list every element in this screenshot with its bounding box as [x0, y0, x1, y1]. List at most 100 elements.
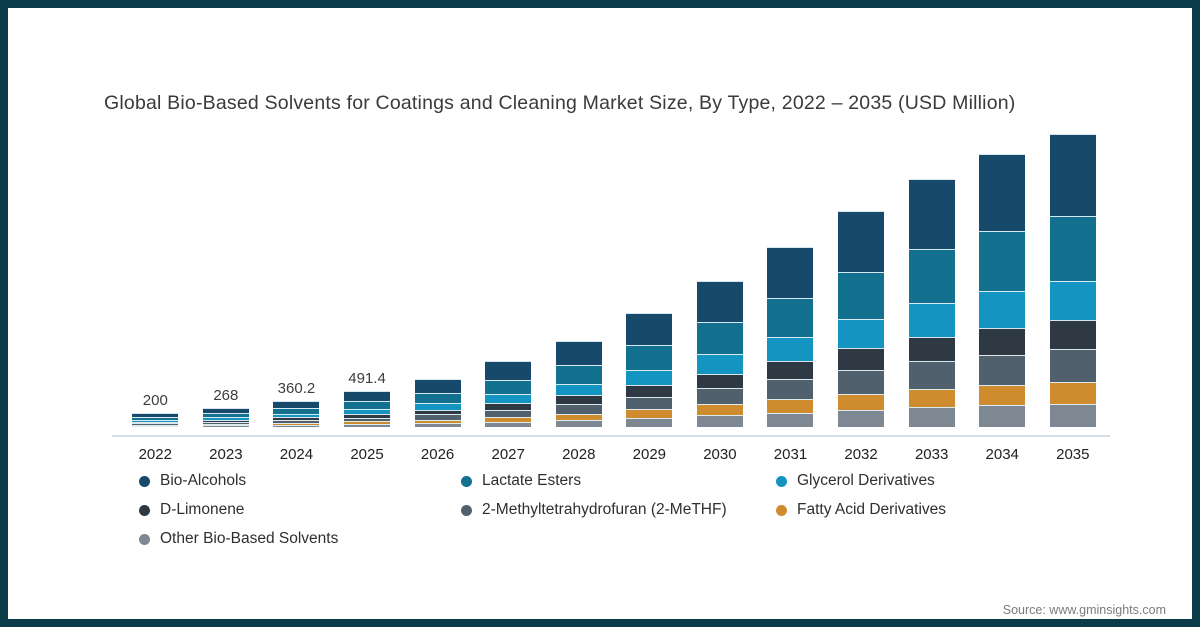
bar-column-2025: 491.4 [332, 126, 403, 427]
bar-column-2028 [543, 126, 614, 427]
x-axis-label: 2029 [632, 446, 667, 463]
bar-segment [626, 417, 673, 427]
bar-column-2035 [1038, 126, 1109, 427]
legend-item-label: Lactate Esters [482, 472, 582, 489]
chart-title: Global Bio-Based Solvents for Coatings a… [104, 92, 1016, 114]
stacked-bar [344, 391, 391, 427]
bar-segment [414, 423, 461, 427]
bar-segment [767, 247, 814, 298]
bar-segment [344, 421, 391, 425]
legend-item: Fatty Acid Derivatives [776, 501, 946, 519]
stacked-bar [626, 312, 673, 427]
x-axis-label: 2022 [138, 446, 172, 463]
bar-segment [838, 348, 885, 370]
bar-column-2031 [755, 126, 826, 427]
legend-marker-icon [776, 475, 787, 487]
bar-segment [344, 417, 391, 422]
stacked-bar [696, 280, 743, 427]
bar-segment [485, 421, 532, 427]
bar-value-label: 360.2 [277, 379, 316, 397]
bar-segment [979, 154, 1026, 231]
bar-segment [485, 409, 532, 417]
bar-segment [838, 393, 885, 410]
bar-segment [555, 340, 602, 365]
bar-segment [132, 423, 179, 425]
bar-segment [414, 414, 461, 420]
bar-segment [202, 417, 249, 420]
stacked-bar [979, 154, 1026, 427]
legend-item: Glycerol Derivatives [776, 472, 946, 490]
stacked-bar [555, 340, 602, 427]
bar-segment [626, 409, 673, 418]
bar-segment [414, 379, 461, 393]
legend-item: Bio-Alcohols [139, 472, 461, 490]
bar-segment [908, 407, 955, 427]
bar-segment [908, 361, 955, 389]
bar-segment [202, 419, 249, 422]
bar-segment [344, 409, 391, 414]
stacked-bar [485, 361, 532, 427]
legend-item: 2-Methyltetrahydrofuran (2-MeTHF) [461, 501, 776, 519]
bar-segment [1049, 403, 1096, 427]
bar-segment [202, 424, 249, 426]
bar-column-2027 [473, 126, 544, 427]
legend-marker-icon [461, 504, 472, 516]
bar-segment [273, 422, 320, 425]
bar-segment [344, 414, 391, 418]
bar-segment [979, 290, 1026, 328]
bar-segment [838, 319, 885, 349]
bar-column-2033 [896, 126, 967, 427]
legend-item-label: Glycerol Derivatives [797, 472, 935, 489]
bar-segment [767, 337, 814, 362]
x-axis-label: 2024 [279, 446, 314, 463]
bar-segment [555, 383, 602, 396]
legend-item-label: Other Bio-Based Solvents [160, 530, 339, 547]
bar-column-2023: 268 [191, 126, 262, 427]
bar-segment [908, 248, 955, 304]
bar-segment [626, 385, 673, 397]
bar-segment [838, 271, 885, 320]
bar-segment [767, 379, 814, 400]
bar-segment [555, 404, 602, 414]
bar-segment [1049, 280, 1096, 321]
bar-segment [132, 416, 179, 420]
bar-segment [979, 384, 1026, 406]
bar-segment [767, 412, 814, 427]
bar-segment [626, 344, 673, 370]
bar-segment [696, 404, 743, 416]
stacked-bar [132, 412, 179, 427]
legend-marker-icon [139, 504, 150, 516]
bar-segment [132, 425, 179, 427]
x-axis-label: 2025 [350, 446, 384, 463]
legend-marker-icon [776, 504, 787, 516]
bar-value-label: 268 [213, 386, 239, 404]
bar-segment [767, 297, 814, 338]
stacked-bar [414, 379, 461, 427]
bar-segment [414, 409, 461, 415]
bar-segment [414, 392, 461, 404]
bar-segment [485, 394, 532, 404]
bar-segment [838, 369, 885, 394]
x-axis-label: 2023 [209, 446, 243, 463]
bar-segment [414, 419, 461, 424]
bar-segment [1049, 134, 1096, 217]
bar-segment [696, 388, 743, 405]
bar-segment [979, 405, 1026, 427]
bar-segment [908, 303, 955, 337]
bar-segment [555, 413, 602, 421]
legend-marker-icon [139, 533, 150, 545]
source-text: Source: www.gminsights.com [1002, 603, 1166, 617]
bar-segment [696, 415, 743, 427]
bar-column-2024: 360.2 [261, 126, 332, 427]
bar-segment [767, 361, 814, 380]
bar-segment [414, 403, 461, 410]
bar-segment [485, 416, 532, 422]
bar-segment [273, 424, 320, 427]
stacked-bar [273, 400, 320, 427]
bar-segment [202, 421, 249, 424]
bar-segment [202, 407, 249, 414]
x-axis-label: 2032 [844, 446, 878, 463]
bar-segment [838, 409, 885, 427]
bar-segment [979, 354, 1026, 385]
